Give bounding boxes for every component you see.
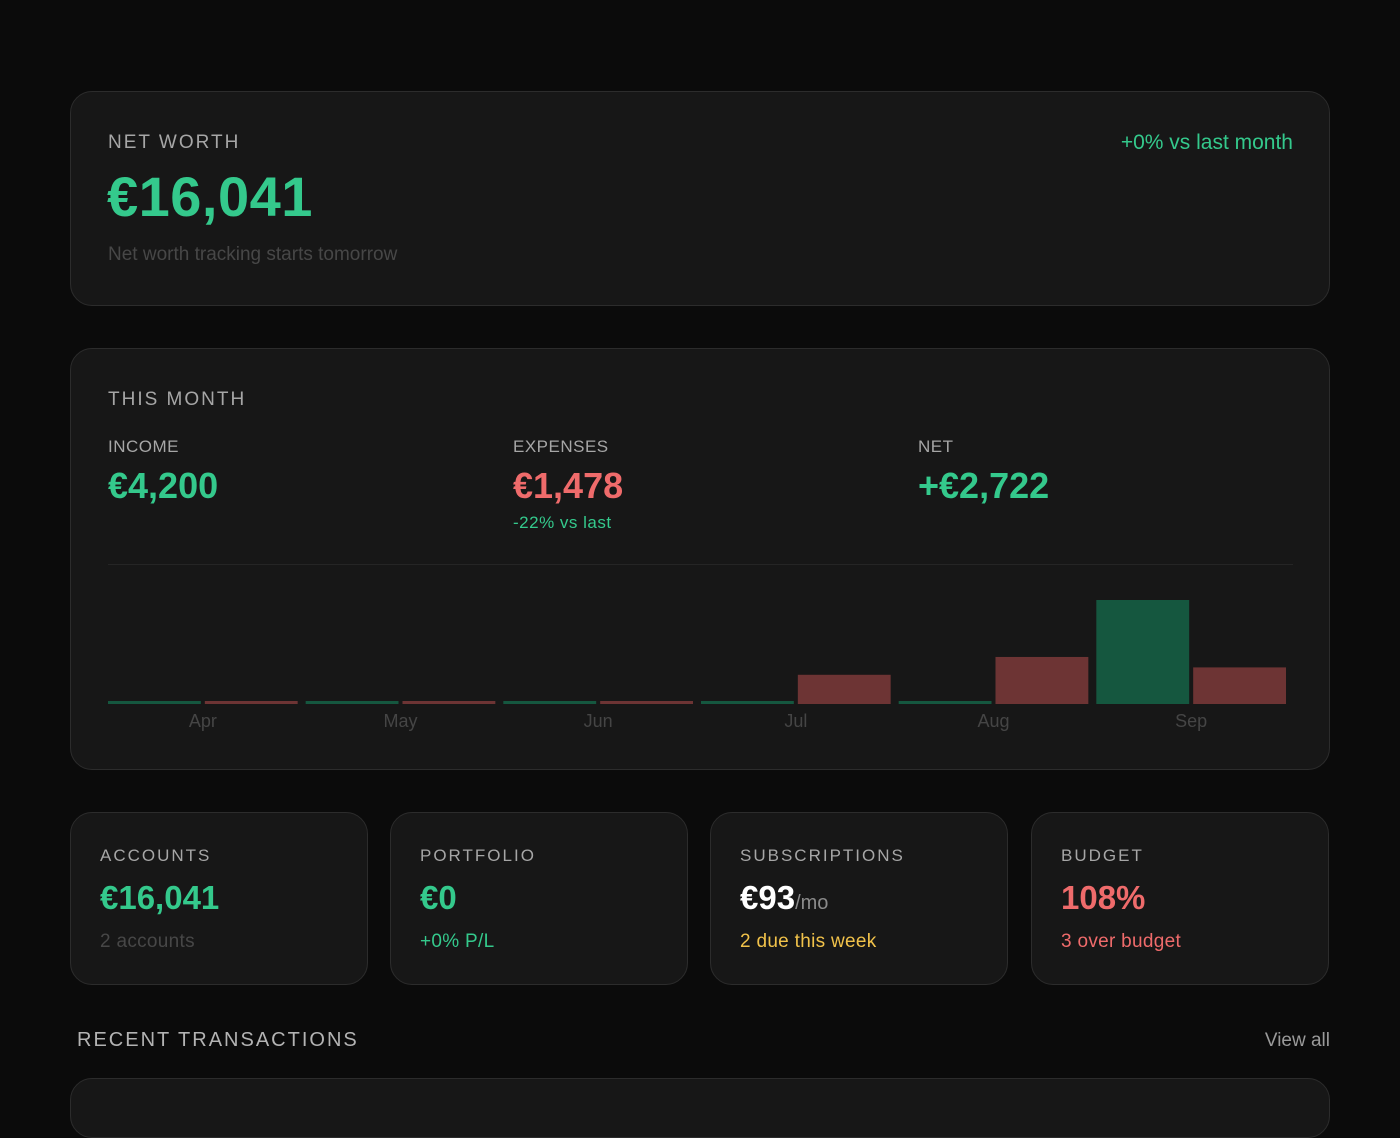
expense-bar-jun — [600, 701, 693, 704]
subscriptions-amount: €93 — [740, 879, 796, 916]
accounts-value: €16,041 — [100, 879, 220, 916]
income-bar-may — [305, 701, 399, 704]
expense-bar-may — [402, 701, 496, 704]
expense-bar-apr — [204, 701, 298, 704]
divider — [108, 564, 1293, 565]
x-tick-label: Jul — [784, 711, 807, 731]
income-bar-aug — [898, 701, 992, 704]
x-tick-label: Sep — [1175, 711, 1207, 731]
accounts-count: 2 accounts — [100, 931, 195, 952]
net-worth-card: NET WORTH €16,041 Net worth tracking sta… — [70, 91, 1330, 306]
income-bar-jun — [503, 701, 597, 704]
net-label: NET — [918, 437, 954, 456]
this-month-title: THIS MONTH — [108, 389, 247, 410]
this-month-card: THIS MONTH INCOME €4,200 EXPENSES €1,478… — [70, 348, 1330, 770]
expenses-change: -22% vs last — [513, 513, 612, 532]
net-worth-change: +0% vs last month — [1120, 131, 1293, 154]
accounts-label: ACCOUNTS — [100, 846, 212, 865]
portfolio-pl: +0% P/L — [420, 931, 495, 952]
subscriptions-label: SUBSCRIPTIONS — [740, 846, 905, 865]
x-tick-label: Apr — [189, 711, 217, 731]
expenses-value: €1,478 — [513, 465, 624, 506]
monthly-bar-chart: Apr May Jun Jul Aug Sep — [108, 600, 1286, 731]
expense-bar-aug — [995, 656, 1089, 704]
net-value: +€2,722 — [918, 465, 1050, 506]
net-worth-value: €16,041 — [107, 165, 313, 228]
budget-card[interactable]: BUDGET 108% 3 over budget — [1031, 812, 1329, 985]
net-worth-label: NET WORTH — [108, 132, 241, 153]
subscriptions-value: €93/mo — [740, 879, 828, 917]
portfolio-card[interactable]: PORTFOLIO €0 +0% P/L — [390, 812, 688, 985]
budget-value: 108% — [1061, 879, 1146, 916]
recent-transactions-title: RECENT TRANSACTIONS — [77, 1029, 359, 1051]
income-value: €4,200 — [108, 465, 219, 506]
income-label: INCOME — [108, 437, 179, 456]
x-tick-label: May — [383, 711, 417, 731]
net-worth-subtitle: Net worth tracking starts tomorrow — [108, 244, 398, 265]
subscriptions-due: 2 due this week — [740, 931, 877, 952]
portfolio-value: €0 — [420, 879, 457, 916]
subscriptions-card[interactable]: SUBSCRIPTIONS €93/mo 2 due this week — [710, 812, 1008, 985]
income-bar-apr — [108, 701, 201, 704]
view-all-link[interactable]: View all — [1264, 1030, 1330, 1051]
x-tick-label: Aug — [977, 711, 1009, 731]
net-stat: NET +€2,722 — [918, 437, 1049, 507]
expense-bar-jul — [797, 674, 891, 704]
income-bar-jul — [701, 701, 794, 704]
expenses-stat: EXPENSES €1,478 -22% vs last — [513, 437, 623, 533]
income-stat: INCOME €4,200 — [108, 437, 218, 507]
budget-label: BUDGET — [1061, 846, 1144, 865]
accounts-card[interactable]: ACCOUNTS €16,041 2 accounts — [70, 812, 368, 985]
income-bar-sep — [1096, 600, 1190, 704]
x-tick-label: Jun — [584, 711, 613, 731]
expense-bar-sep — [1193, 667, 1286, 704]
subscriptions-unit: /mo — [795, 892, 829, 914]
portfolio-label: PORTFOLIO — [420, 846, 536, 865]
budget-over: 3 over budget — [1061, 931, 1182, 952]
recent-transactions-card — [70, 1078, 1330, 1138]
expenses-label: EXPENSES — [513, 437, 609, 456]
